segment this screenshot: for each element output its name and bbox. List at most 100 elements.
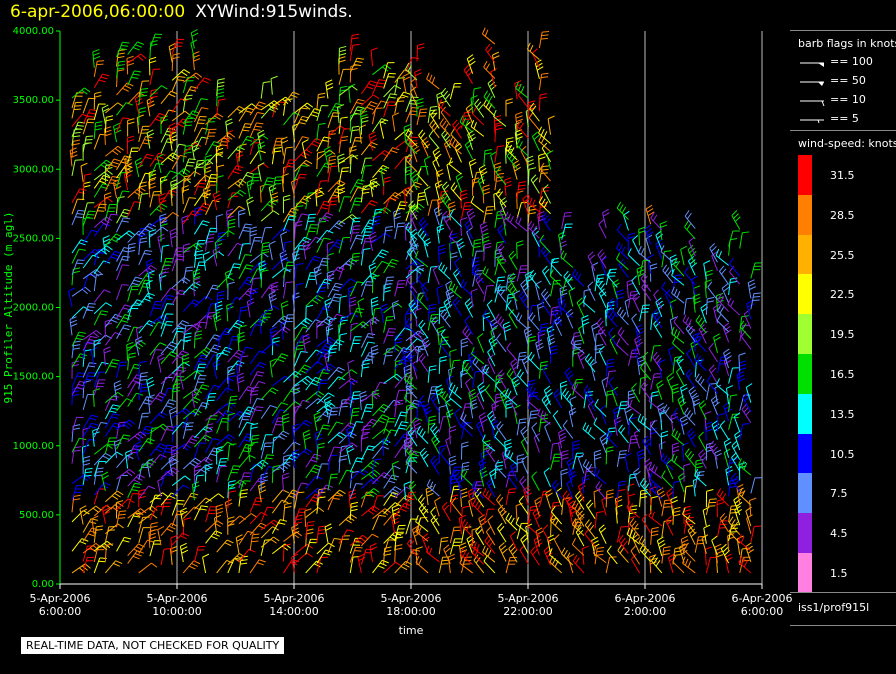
wind-barb [383, 474, 400, 489]
wind-barb [249, 423, 259, 441]
y-tick-label: 2500.00 [13, 233, 54, 244]
wind-barb [527, 100, 536, 119]
wind-barb [427, 265, 438, 284]
wind-barb [661, 470, 674, 489]
x-tick-date: 5-Apr-2006 [29, 592, 90, 605]
wind-barb [502, 321, 512, 341]
wind-barb [171, 475, 191, 487]
wind-barb [447, 553, 456, 574]
wind-barb [713, 333, 721, 353]
wind-barb [268, 240, 276, 261]
wind-barb [616, 289, 624, 308]
wind-barb [531, 131, 540, 152]
wind-barb [426, 545, 440, 563]
wind-barb [71, 159, 83, 177]
wind-barb [282, 194, 291, 214]
wind-barb [93, 260, 111, 275]
wind-barb [205, 438, 220, 454]
wind-barb [736, 371, 745, 391]
wind-barb [486, 299, 496, 320]
wind-barb [305, 560, 323, 574]
wind-barb [260, 387, 279, 400]
wind-barb [193, 115, 207, 132]
wind-barb [227, 319, 245, 334]
wind-barb [104, 413, 120, 429]
wind-barb [249, 559, 266, 574]
wind-barb [212, 190, 222, 211]
wind-barb [238, 346, 253, 362]
wind-barb [149, 411, 168, 424]
wind-barb [598, 524, 607, 544]
wind-barb [82, 210, 96, 227]
wind-barb [535, 339, 544, 359]
wind-barb [82, 269, 102, 280]
wind-barb [116, 284, 129, 301]
wind-barb [642, 351, 652, 372]
wind-barb [666, 488, 674, 508]
wind-barb [476, 420, 485, 440]
wind-barb [518, 290, 529, 310]
x-tick-date: 5-Apr-2006 [497, 592, 558, 605]
wind-barb [538, 126, 551, 144]
wind-barb [416, 191, 426, 210]
wind-barb [394, 96, 405, 114]
wind-barb [81, 444, 90, 464]
wind-barb [104, 543, 114, 562]
wind-barb [372, 428, 391, 440]
wind-barb [746, 299, 754, 320]
wind-barb [575, 526, 585, 547]
wind-barb [460, 337, 469, 357]
wind-barb [227, 516, 235, 535]
wind-barb [504, 177, 512, 197]
wind-barb [82, 394, 95, 411]
wind-barb [249, 236, 262, 253]
wind-barb [249, 134, 269, 146]
wind-barb [658, 359, 666, 379]
wind-barb [149, 300, 163, 317]
wind-barb [227, 412, 236, 432]
wind-barb [508, 272, 518, 293]
wind-barb [423, 238, 432, 258]
wind-barb [193, 220, 210, 235]
y-tick-label: 3000.00 [13, 164, 54, 175]
wind-barb [327, 431, 346, 444]
wind-barb [519, 544, 529, 564]
wind-barb [135, 336, 143, 356]
wind-barb [82, 439, 96, 455]
wind-barb [93, 460, 107, 477]
wind-barb [127, 299, 144, 313]
wind-barb [238, 355, 249, 373]
wind-barb [149, 88, 159, 107]
wind-barb [605, 556, 617, 574]
colorbar-swatch [798, 513, 812, 553]
wind-barb [683, 297, 694, 315]
wind-barb [127, 53, 147, 64]
wind-barb [405, 444, 418, 464]
wind-barb [127, 147, 139, 164]
x-tick-date: 5-Apr-2006 [263, 592, 324, 605]
wind-barb [517, 120, 529, 139]
wind-barb [93, 133, 107, 150]
wind-barb [127, 493, 140, 510]
wind-barb [171, 320, 189, 334]
wind-barb [82, 372, 96, 388]
wind-barb [505, 512, 518, 531]
wind-barb [104, 115, 114, 134]
wind-barb [260, 454, 275, 470]
y-axis-label: 915 Profiler Altitude (m agl) [2, 211, 15, 403]
wind-barb [160, 321, 174, 337]
wind-barb [360, 219, 377, 234]
wind-barb [671, 453, 685, 471]
wind-barb [294, 220, 303, 239]
wind-barb [138, 193, 149, 211]
wind-barb [71, 286, 91, 297]
wind-barb [116, 264, 130, 281]
barb-symbol-icon [800, 81, 824, 86]
wind-barb [249, 380, 266, 396]
wind-barb [160, 109, 176, 125]
wind-barb [402, 73, 411, 93]
wind-barb [104, 204, 117, 221]
wind-barb [146, 458, 154, 478]
wind-barb [679, 415, 689, 435]
wind-barb [194, 347, 213, 359]
